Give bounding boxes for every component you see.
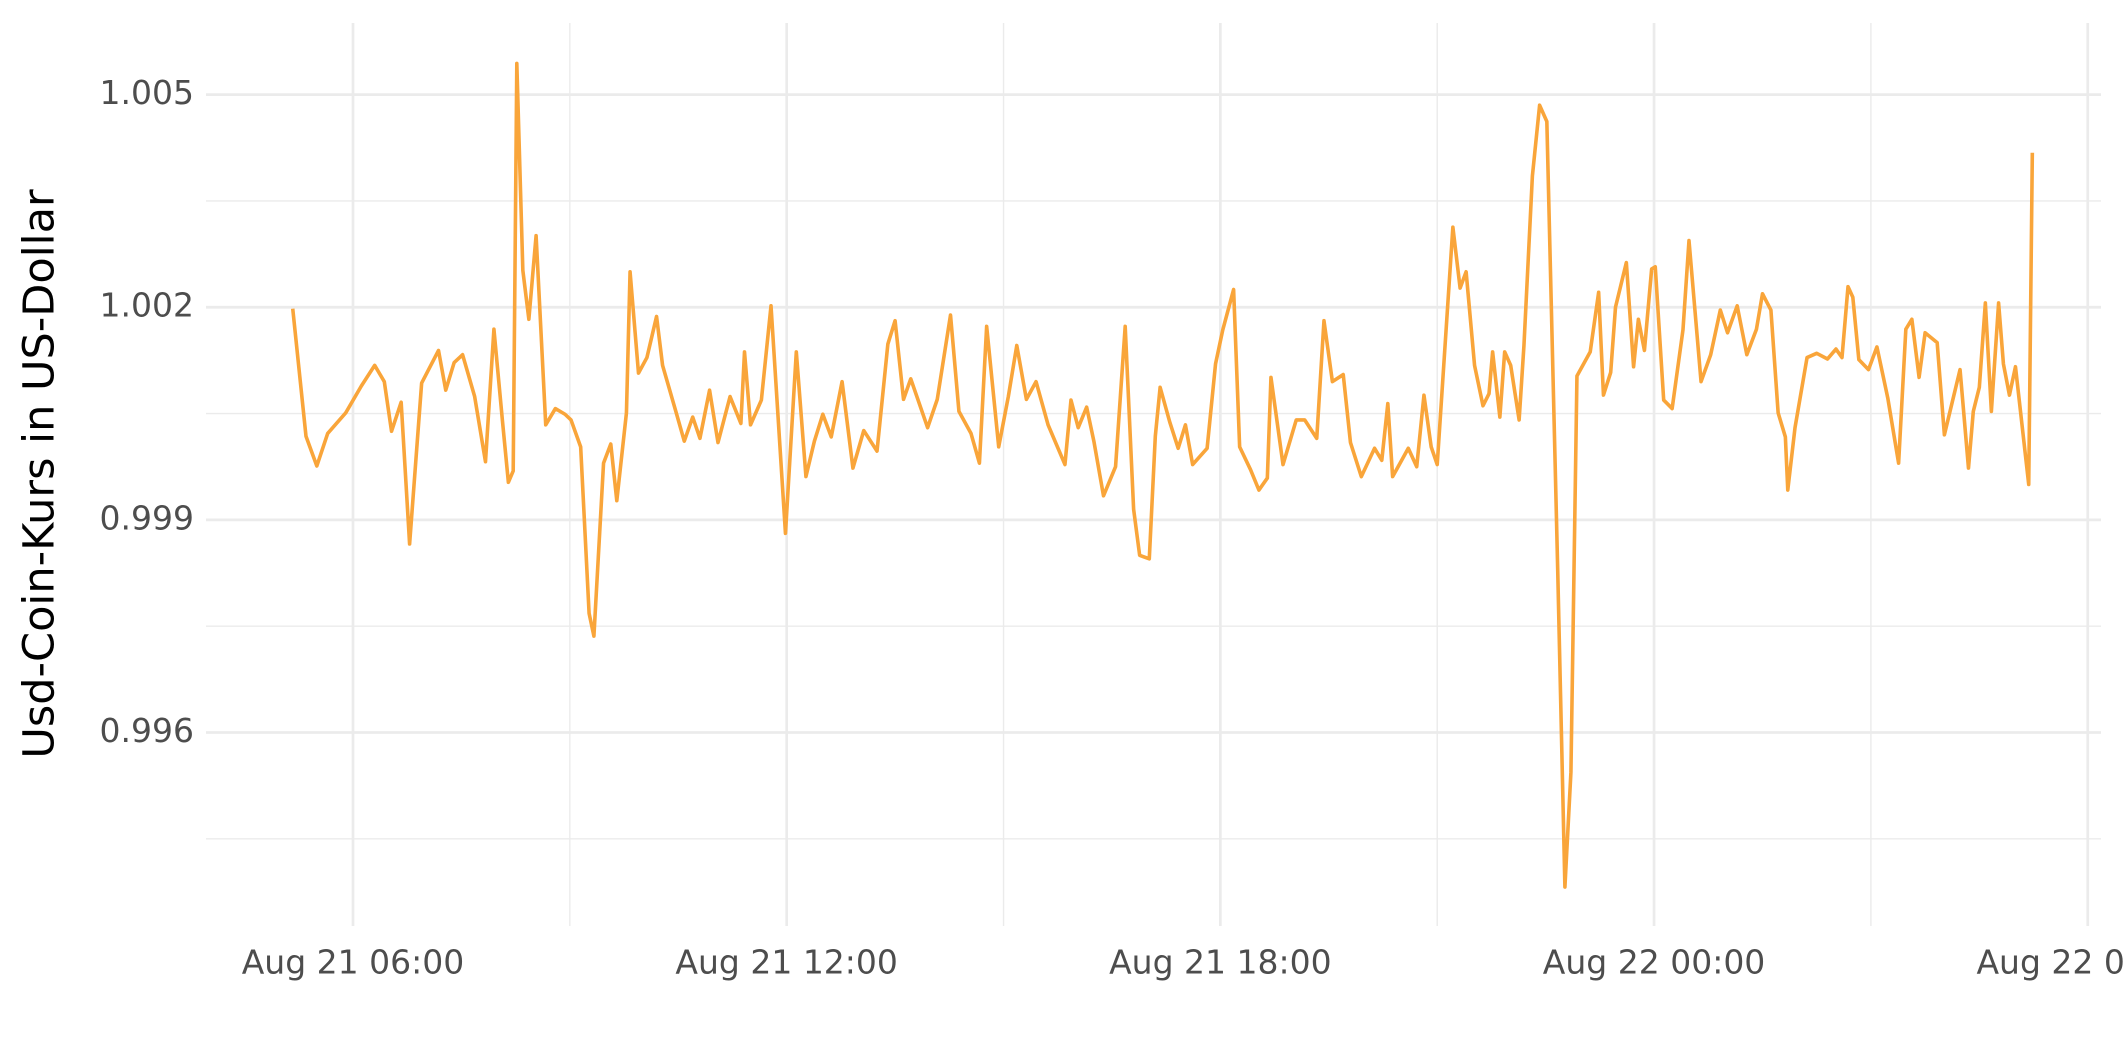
line bbox=[290, 61, 2035, 889]
y-tick-label: 1.005 bbox=[100, 73, 194, 112]
y-axis-title: Usd-Coin-Kurs in US-Dollar bbox=[15, 189, 65, 759]
x-tick-label: Aug 22 00:00 bbox=[1543, 943, 1766, 982]
x-tick-label: Aug 21 18:00 bbox=[1109, 943, 1332, 982]
y-tick-label: 0.999 bbox=[100, 498, 194, 537]
y-tick-label: 0.996 bbox=[100, 711, 194, 750]
x-tick-label: Aug 21 12:00 bbox=[675, 943, 898, 982]
x-tick-label: Aug 22 06:00 bbox=[1976, 943, 2125, 982]
y-tick-label: 1.002 bbox=[100, 286, 194, 325]
x-tick-label: Aug 21 06:00 bbox=[242, 943, 465, 982]
